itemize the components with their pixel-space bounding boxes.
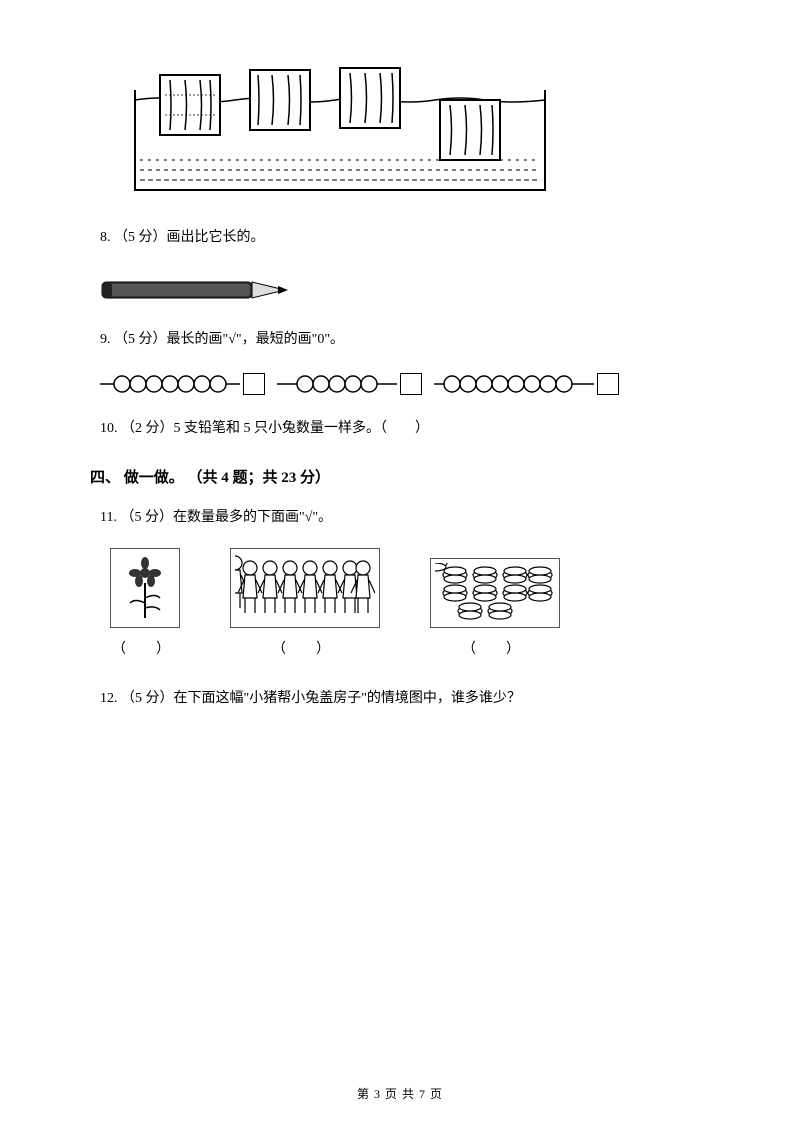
beads-item-1 (100, 370, 265, 398)
q10-text: 5 支铅笔和 5 只小兔数量一样多。（ ） (174, 421, 430, 436)
q11-points: （5 分） (120, 510, 173, 525)
q12-points: （5 分） (121, 691, 174, 706)
question-10: 10. （2 分）5 支铅笔和 5 只小兔数量一样多。（ ） (100, 416, 710, 441)
question-9: 9. （5 分）最长的画"√"，最短的画"0"。 (100, 327, 710, 352)
beads-row (100, 370, 710, 398)
q11-number: 11. (100, 510, 120, 525)
question-8: 8. （5 分）画出比它长的。 (100, 225, 710, 250)
question-11: 11. （5 分）在数量最多的下面画"√"。 (100, 505, 710, 530)
q9-number: 9. (100, 332, 114, 347)
page-footer: 第 3 页 共 7 页 (0, 1085, 800, 1102)
q11-paren-3[interactable]: （ ） (462, 638, 528, 658)
q11-item-2: （ ） (230, 548, 380, 658)
cubes-in-tank-svg (130, 60, 550, 200)
q8-points: （5 分） (114, 230, 167, 245)
beads-item-3 (434, 370, 619, 398)
q12-text: 在下面这幅"小猪帮小兔盖房子"的情境图中，谁多谁少？ (174, 691, 521, 706)
flower-image (110, 548, 180, 628)
q11-item-3: （ ） (430, 558, 560, 658)
q11-paren-1[interactable]: （ ） (112, 638, 178, 658)
q9-text: 最长的画"√"，最短的画"0"。 (167, 332, 345, 347)
answer-box-1[interactable] (243, 373, 265, 395)
beads-3-svg (434, 370, 594, 398)
answer-box-3[interactable] (597, 373, 619, 395)
q12-number: 12. (100, 691, 121, 706)
beads-item-2 (277, 370, 422, 398)
q11-item-1: （ ） (110, 548, 180, 658)
q8-text: 画出比它长的。 (167, 230, 265, 245)
section-4-heading: 四、 做一做。 （共 4 题；共 23 分） (90, 466, 710, 487)
pencil-svg (100, 276, 300, 304)
cubes-water-figure (130, 60, 710, 205)
q10-number: 10. (100, 421, 121, 436)
q8-number: 8. (100, 230, 114, 245)
burgers-image (430, 558, 560, 628)
beads-1-svg (100, 370, 240, 398)
q11-items-row: （ ） （ ） (110, 548, 710, 658)
answer-box-2[interactable] (400, 373, 422, 395)
q10-points: （2 分） (121, 421, 174, 436)
q9-points: （5 分） (114, 332, 167, 347)
beads-2-svg (277, 370, 397, 398)
q11-text: 在数量最多的下面画"√"。 (173, 510, 332, 525)
children-image (230, 548, 380, 628)
q11-paren-2[interactable]: （ ） (272, 638, 338, 658)
question-12: 12. （5 分）在下面这幅"小猪帮小兔盖房子"的情境图中，谁多谁少？ (100, 686, 710, 711)
